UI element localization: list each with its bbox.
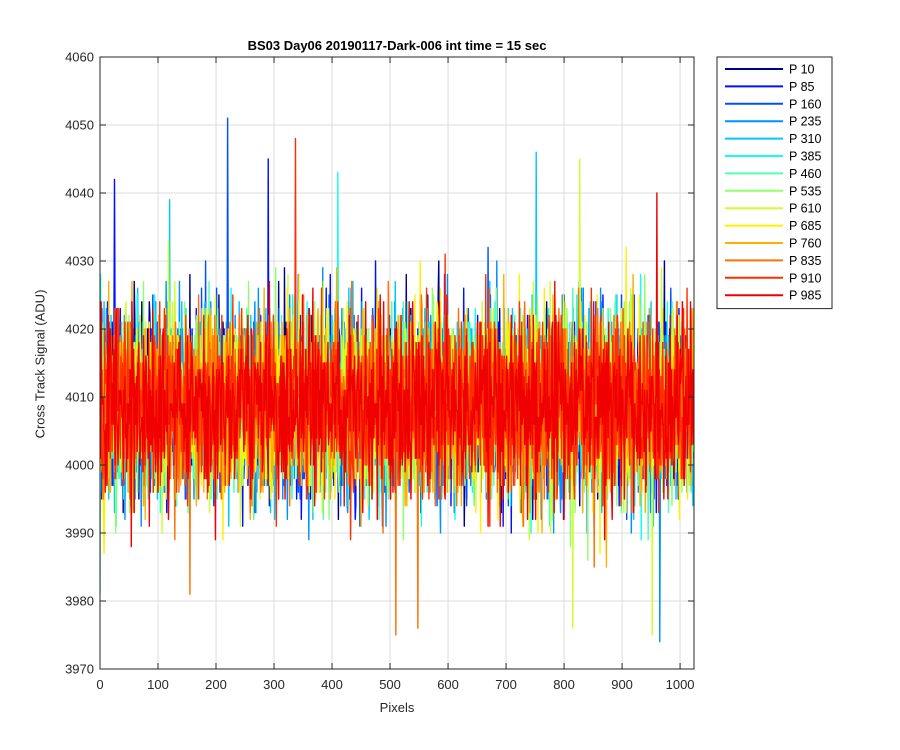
legend-label: P 235 bbox=[789, 115, 821, 129]
y-tick-label: 4030 bbox=[65, 254, 94, 269]
y-axis-label: Cross Track Signal (ADU) bbox=[32, 289, 48, 439]
y-tick-label: 4060 bbox=[65, 50, 94, 65]
y-tick-label: 3990 bbox=[65, 526, 94, 541]
legend-label: P 460 bbox=[789, 167, 821, 181]
x-tick-label: 400 bbox=[321, 677, 343, 692]
x-tick-label: 100 bbox=[147, 677, 169, 692]
x-axis-label: Pixels bbox=[379, 700, 415, 715]
chart-title: BS03 Day06 20190117-Dark-006 int time = … bbox=[247, 38, 547, 53]
legend-label: P 610 bbox=[789, 202, 821, 216]
legend-label: P 310 bbox=[789, 132, 821, 146]
x-tick-label: 0 bbox=[96, 677, 103, 692]
x-tick-label: 200 bbox=[205, 677, 227, 692]
legend-label: P 910 bbox=[789, 271, 821, 285]
legend-label: P 985 bbox=[789, 289, 821, 303]
legend-label: P 85 bbox=[789, 80, 815, 94]
x-tick-label: 700 bbox=[495, 677, 517, 692]
y-tick-label: 3970 bbox=[65, 662, 94, 677]
legend-label: P 10 bbox=[789, 63, 815, 77]
legend-label: P 385 bbox=[789, 150, 821, 164]
y-tick-label: 4040 bbox=[65, 186, 94, 201]
legend-label: P 835 bbox=[789, 254, 821, 268]
x-tick-label: 900 bbox=[611, 677, 633, 692]
x-tick-label: 300 bbox=[263, 677, 285, 692]
x-tick-label: 800 bbox=[553, 677, 575, 692]
series-line-p-985 bbox=[100, 192, 694, 548]
axes-box bbox=[99, 56, 695, 670]
legend-label: P 535 bbox=[789, 184, 821, 198]
legend-label: P 685 bbox=[789, 219, 821, 233]
y-tick-label: 3980 bbox=[65, 594, 94, 609]
x-tick-label: 500 bbox=[379, 677, 401, 692]
y-tick-label: 4050 bbox=[65, 118, 94, 133]
x-tick-label: 1000 bbox=[666, 677, 695, 692]
y-tick-label: 4000 bbox=[65, 458, 94, 473]
series-group bbox=[100, 117, 694, 643]
y-tick-label: 4020 bbox=[65, 322, 94, 337]
legend-label: P 760 bbox=[789, 237, 821, 251]
legend-box bbox=[716, 56, 833, 310]
y-tick-label: 4010 bbox=[65, 390, 94, 405]
x-tick-label: 600 bbox=[437, 677, 459, 692]
legend-label: P 160 bbox=[789, 97, 821, 111]
